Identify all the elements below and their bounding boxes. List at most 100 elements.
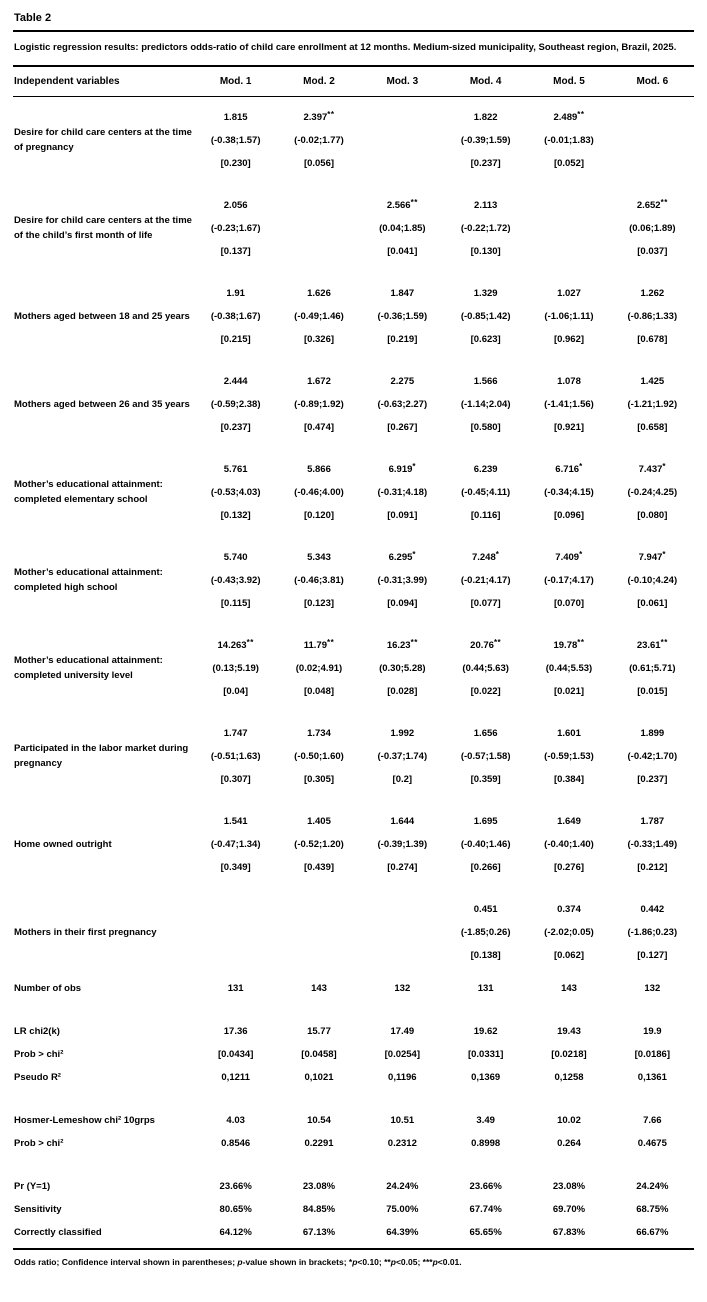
variable-row: Mothers aged between 26 and 35 years 2.44… [13, 361, 694, 449]
odds-ratio-line: 6.919* [361, 462, 444, 478]
stat-value: 80.65% [219, 1204, 252, 1216]
confidence-interval: (-0.46;3.81) [294, 575, 344, 587]
p-value: [0.123] [303, 598, 335, 610]
stat-value: 84.85% [302, 1204, 336, 1216]
p-value: [0.056] [303, 158, 335, 170]
significance-stars: ** [246, 638, 254, 648]
stat-value: 67.74% [469, 1204, 502, 1216]
stat-value: 0,1258 [554, 1072, 584, 1084]
model-cell: 2.652** (0.06;1.89) [0.037] [611, 198, 694, 260]
stat-label: Prob > chi² [14, 1049, 64, 1061]
model-cell: 2.275 (-0.63;2.27) [0.267] [361, 374, 444, 436]
confidence-interval: (-0.38;1.57) [210, 135, 261, 147]
p-value: [0.237] [220, 422, 251, 434]
p-value: [0.021] [553, 686, 585, 698]
stat-value: 131 [477, 983, 494, 995]
stat-row: LR chi2(k) 17.36 15.77 17.49 19.62 19.43 19.9 [13, 1020, 694, 1043]
model-cell: 11.79** (0.02;4.91) [0.048] [277, 638, 360, 700]
header-mod-4: Mod. 4 [469, 75, 502, 87]
confidence-interval: (-0.57;1.58) [460, 751, 511, 763]
odds-ratio-line: 1.747 [194, 726, 277, 742]
footnote-text: <0.01. [437, 1257, 462, 1268]
stat-label: Pr (Y=1) [14, 1181, 51, 1193]
odds-ratio-value: 1.91 [226, 288, 245, 300]
significance-stars: ** [327, 638, 335, 648]
p-value: [0.127] [637, 950, 668, 962]
stat-row: Prob > chi² 0.8546 0.2291 0.2312 0.8998 0.264… [13, 1132, 694, 1155]
stat-row: Pr (Y=1) 23.66% 23.08% 24.24% 23.66% 23.08% 24… [13, 1175, 694, 1198]
variable-label: Participated in the labor market during … [14, 743, 189, 770]
stat-value: 68.75% [636, 1204, 669, 1216]
odds-ratio-value: 1.329 [473, 288, 498, 300]
stat-value: 75.00% [386, 1204, 419, 1216]
stat-value: 0,1361 [637, 1072, 667, 1084]
stat-value: 143 [561, 983, 577, 995]
confidence-interval: (-0.51;1.63) [210, 751, 261, 763]
odds-ratio-line: 1.027 [527, 286, 610, 302]
p-value: [0.266] [470, 862, 501, 874]
odds-ratio-value: 23.61 [636, 640, 661, 652]
stat-value: 64.39% [386, 1227, 419, 1239]
variable-label: Mothers in their first pregnancy [14, 926, 157, 938]
p-value: [0.130] [470, 246, 501, 258]
odds-ratio-value: 1.656 [473, 728, 498, 740]
model-cell: 6.295* (-0.31;3.99) [0.094] [361, 550, 444, 612]
odds-ratio-line: 2.275 [361, 374, 444, 390]
odds-ratio-line: 1.899 [611, 726, 694, 742]
model-cell: 1.672 (-0.89;1.92) [0.474] [277, 374, 360, 436]
odds-ratio-value: 5.343 [307, 552, 331, 564]
confidence-interval: (-0.21;4.17) [460, 575, 511, 587]
confidence-interval: (-1.21;1.92) [627, 399, 678, 411]
model-cell: 1.262 (-0.86;1.33) [0.678] [611, 286, 694, 348]
stat-label: LR chi2(k) [14, 1026, 60, 1038]
model-cell: 6.239 (-0.45;4.11) [0.116] [444, 462, 527, 524]
p-value: [0.305] [303, 774, 335, 786]
model-cell: 1.626 (-0.49;1.46) [0.326] [277, 286, 360, 348]
model-cell: 1.078 (-1.41;1.56) [0.921] [527, 374, 610, 436]
stat-value: 10.54 [307, 1115, 331, 1127]
confidence-interval: (-1.06;1.11) [544, 311, 594, 323]
stat-row: Prob > chi² [0.0434] [0.0458] [0.0254] [0.03… [13, 1043, 694, 1066]
confidence-interval: (-0.42;1.70) [627, 751, 678, 763]
confidence-interval: (-0.22;1.72) [460, 223, 511, 235]
stat-value: 17.49 [390, 1026, 415, 1038]
stat-value: 0.264 [557, 1138, 581, 1150]
variable-label: Mother’s educational attainment: complet… [14, 567, 163, 594]
p-value: [0.120] [303, 510, 335, 522]
p-value: [0.439] [303, 862, 335, 874]
model-cell: 0.374 (-2.02;0.05) [0.062] [527, 902, 610, 964]
confidence-interval: (0.02;4.91) [295, 663, 343, 675]
p-value: [0.041] [387, 246, 418, 258]
odds-ratio-value: 7.409 [555, 552, 580, 564]
model-cell: 6.716* (-0.34;4.15) [0.096] [527, 462, 610, 524]
odds-ratio-value: 1.734 [307, 728, 331, 740]
model-cell: 23.61** (0.61;5.71) [0.015] [611, 638, 694, 700]
odds-ratio-line: 6.716* [527, 462, 610, 478]
confidence-interval: (-0.10;4.24) [627, 575, 678, 587]
odds-ratio-value: 2.566 [386, 200, 411, 212]
odds-ratio-value: 7.947 [638, 552, 663, 564]
model-cell: 2.444 (-0.59;2.38) [0.237] [194, 374, 277, 436]
model-cell: 1.027 (-1.06;1.11) [0.962] [527, 286, 610, 348]
stat-value: 64.12% [219, 1227, 252, 1239]
odds-ratio-value: 0.374 [557, 904, 581, 916]
footnote-p-italic: p [432, 1257, 438, 1268]
odds-ratio-line: 1.822 [444, 110, 527, 126]
confidence-interval: (-1.85;0.26) [460, 927, 511, 939]
p-value: [0.070] [553, 598, 585, 610]
odds-ratio-value: 11.79 [303, 640, 327, 652]
table-body: Desire for child care centers at the tim… [13, 97, 694, 1248]
stat-value: 0.8546 [221, 1138, 251, 1150]
odds-ratio-line: 1.91 [194, 286, 277, 302]
odds-ratio-value: 6.919 [388, 464, 413, 476]
header-mod-1: Mod. 1 [219, 75, 252, 87]
confidence-interval: (-0.33;1.49) [627, 839, 678, 851]
confidence-interval: (-0.40;1.40) [544, 839, 594, 851]
stat-value: 24.24% [386, 1181, 419, 1193]
stat-value: 132 [644, 983, 661, 995]
model-cell: 1.992 (-0.37;1.74) [0.2] [361, 726, 444, 788]
confidence-interval: (0.13;5.19) [212, 663, 259, 675]
stat-value: [0.0186] [634, 1049, 671, 1061]
odds-ratio-value: 1.787 [640, 816, 665, 828]
